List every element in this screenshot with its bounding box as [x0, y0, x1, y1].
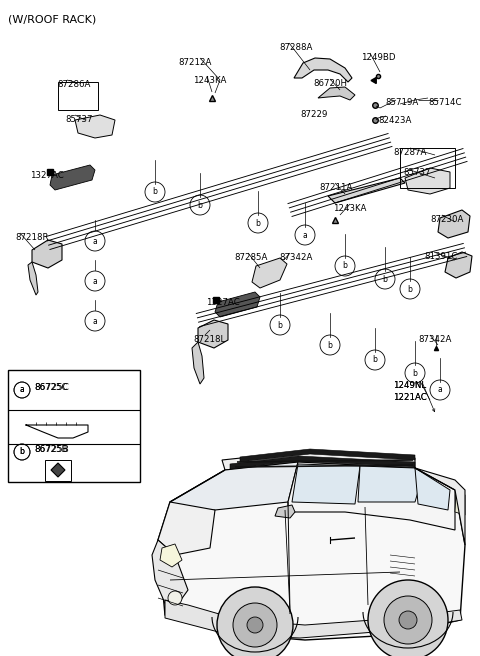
Circle shape	[247, 617, 263, 633]
Text: 1221AC: 1221AC	[393, 393, 427, 402]
Polygon shape	[292, 464, 360, 504]
Circle shape	[217, 587, 293, 656]
Text: 87218L: 87218L	[193, 335, 225, 344]
Polygon shape	[240, 449, 415, 462]
Text: 85719A: 85719A	[385, 98, 418, 107]
Polygon shape	[318, 87, 355, 100]
Text: 85714C: 85714C	[428, 98, 461, 107]
Polygon shape	[170, 462, 298, 512]
Text: b: b	[327, 340, 333, 350]
Text: 87212A: 87212A	[178, 58, 211, 67]
Polygon shape	[438, 210, 470, 238]
Polygon shape	[192, 342, 204, 384]
Polygon shape	[152, 540, 188, 615]
Text: 1249BD: 1249BD	[361, 53, 396, 62]
Bar	[8, 370, 140, 482]
Circle shape	[233, 603, 277, 647]
Polygon shape	[215, 292, 260, 317]
Text: a: a	[20, 386, 24, 394]
Text: 85737: 85737	[403, 168, 431, 177]
Text: 1249NL: 1249NL	[393, 381, 426, 390]
Circle shape	[368, 580, 448, 656]
Polygon shape	[160, 544, 182, 567]
Text: 81391C: 81391C	[424, 252, 457, 261]
Polygon shape	[328, 178, 405, 203]
Text: 86725C: 86725C	[34, 383, 68, 392]
Text: b: b	[20, 447, 24, 457]
Text: 87342A: 87342A	[418, 335, 451, 344]
Text: 87288A: 87288A	[279, 43, 312, 52]
Text: b: b	[153, 188, 157, 197]
Polygon shape	[198, 320, 228, 348]
Text: a: a	[93, 276, 97, 285]
Text: 86725B: 86725B	[34, 445, 68, 454]
Polygon shape	[165, 600, 462, 638]
Polygon shape	[415, 468, 465, 545]
Text: 87230A: 87230A	[430, 215, 463, 224]
Text: b: b	[372, 356, 377, 365]
Text: 87342A: 87342A	[279, 253, 312, 262]
Text: b: b	[408, 285, 412, 293]
Polygon shape	[288, 462, 455, 530]
Text: a: a	[93, 237, 97, 245]
Text: a: a	[302, 230, 307, 239]
Text: 87285A: 87285A	[234, 253, 267, 262]
Polygon shape	[51, 463, 65, 477]
Text: 85737: 85737	[65, 115, 93, 124]
Text: 86725B: 86725B	[34, 445, 69, 454]
Bar	[58, 82, 98, 110]
Text: 87286A: 87286A	[57, 80, 90, 89]
Polygon shape	[405, 168, 450, 194]
Bar	[46, 459, 71, 480]
Text: 82423A: 82423A	[378, 116, 411, 125]
Circle shape	[384, 596, 432, 644]
Polygon shape	[50, 165, 95, 190]
Polygon shape	[158, 462, 465, 640]
Text: a: a	[438, 386, 443, 394]
Polygon shape	[455, 492, 465, 515]
Polygon shape	[252, 258, 287, 288]
Polygon shape	[415, 468, 450, 510]
Text: 87218R: 87218R	[15, 233, 48, 242]
Polygon shape	[294, 58, 352, 82]
Text: 1221AC: 1221AC	[393, 393, 427, 402]
Polygon shape	[275, 505, 295, 518]
Text: 86720H: 86720H	[313, 79, 347, 88]
Circle shape	[399, 611, 417, 629]
Text: b: b	[20, 447, 24, 457]
Text: b: b	[277, 321, 282, 329]
Polygon shape	[358, 466, 420, 502]
Polygon shape	[445, 252, 472, 278]
Text: 87287A: 87287A	[393, 148, 426, 157]
Text: 1327AC: 1327AC	[30, 171, 64, 180]
Text: 1249NL: 1249NL	[393, 381, 426, 390]
Text: 1327AC: 1327AC	[206, 298, 240, 307]
Polygon shape	[75, 115, 115, 138]
Text: b: b	[255, 218, 261, 228]
Text: 87229: 87229	[300, 110, 327, 119]
Polygon shape	[158, 502, 215, 555]
Polygon shape	[28, 262, 38, 295]
Polygon shape	[32, 240, 62, 268]
Text: 87211A: 87211A	[319, 183, 352, 192]
Text: 86725C: 86725C	[34, 383, 69, 392]
Text: a: a	[93, 316, 97, 325]
Text: b: b	[198, 201, 203, 209]
Circle shape	[168, 591, 182, 605]
Text: (W/ROOF RACK): (W/ROOF RACK)	[8, 14, 96, 24]
Text: 1243KA: 1243KA	[333, 204, 366, 213]
Text: b: b	[413, 369, 418, 377]
Text: a: a	[20, 386, 24, 394]
Text: 1243KA: 1243KA	[193, 76, 227, 85]
Polygon shape	[230, 456, 415, 469]
Text: b: b	[343, 262, 348, 270]
Polygon shape	[222, 452, 415, 470]
Text: b: b	[383, 274, 387, 283]
Bar	[400, 148, 455, 188]
